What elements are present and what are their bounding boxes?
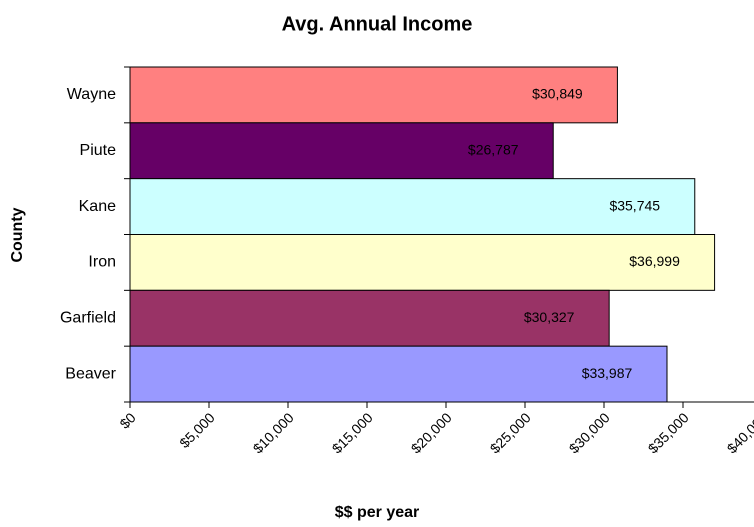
y-axis-title: County bbox=[9, 207, 26, 262]
x-tick-label: $25,000 bbox=[487, 409, 534, 456]
bar bbox=[129, 234, 716, 291]
y-tick-label: Kane bbox=[79, 198, 116, 215]
value-label: $35,745 bbox=[609, 197, 660, 213]
x-tick-label: $20,000 bbox=[408, 409, 455, 456]
x-tick-label: $40,000 bbox=[724, 409, 754, 456]
value-label: $26,787 bbox=[468, 141, 519, 157]
x-tick-label: $35,000 bbox=[645, 409, 692, 456]
value-label: $33,987 bbox=[582, 365, 633, 381]
bar bbox=[129, 345, 668, 403]
value-label: $36,999 bbox=[629, 253, 680, 269]
bar bbox=[129, 122, 554, 180]
chart-title: Avg. Annual Income bbox=[282, 13, 473, 35]
x-tick-label: $15,000 bbox=[329, 409, 376, 456]
value-label: $30,327 bbox=[524, 309, 575, 325]
y-tick-label: Wayne bbox=[67, 86, 116, 103]
y-tick-label: Beaver bbox=[65, 365, 116, 382]
x-tick-label: $10,000 bbox=[250, 409, 297, 456]
x-tick-label: $5,000 bbox=[176, 409, 218, 451]
y-tick-label: Iron bbox=[88, 254, 116, 271]
x-axis-title: $$ per year bbox=[335, 504, 420, 521]
bar bbox=[129, 178, 696, 236]
x-tick-label: $30,000 bbox=[566, 409, 613, 456]
value-label: $30,849 bbox=[532, 86, 583, 102]
x-tick-label: $0 bbox=[116, 409, 138, 431]
y-tick-label: Garfield bbox=[60, 309, 116, 326]
y-tick-label: Piute bbox=[80, 142, 117, 159]
bar bbox=[129, 66, 618, 124]
bar bbox=[129, 289, 610, 347]
